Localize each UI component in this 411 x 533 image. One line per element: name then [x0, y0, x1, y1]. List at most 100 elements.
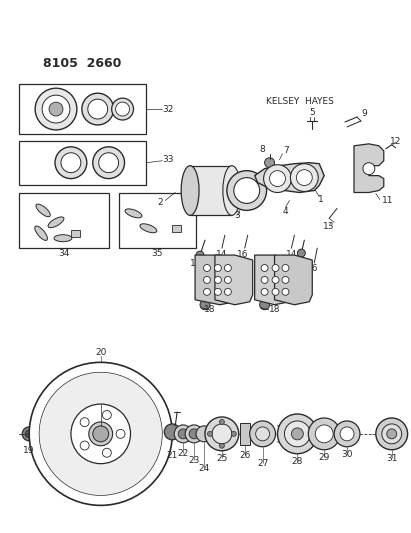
Text: 4: 4: [283, 207, 288, 216]
Circle shape: [89, 422, 113, 446]
Text: 25: 25: [216, 454, 228, 463]
Circle shape: [215, 288, 222, 295]
Circle shape: [25, 430, 33, 438]
Circle shape: [260, 300, 270, 310]
Circle shape: [99, 153, 119, 173]
Text: 14: 14: [216, 249, 228, 259]
Bar: [19, 84, 146, 134]
Text: 26: 26: [239, 451, 250, 460]
Text: 8105  2660: 8105 2660: [43, 57, 122, 70]
Polygon shape: [255, 163, 324, 192]
Ellipse shape: [223, 166, 241, 215]
Text: 15: 15: [292, 256, 303, 265]
Circle shape: [116, 430, 125, 438]
Circle shape: [215, 277, 222, 284]
Circle shape: [234, 177, 260, 204]
Text: 16: 16: [237, 249, 249, 259]
Circle shape: [205, 417, 239, 451]
Circle shape: [291, 164, 318, 191]
Bar: [240, 423, 250, 445]
Circle shape: [334, 421, 360, 447]
Circle shape: [298, 249, 305, 257]
Text: KELSEY  HAYES: KELSEY HAYES: [266, 96, 333, 106]
Ellipse shape: [125, 209, 142, 218]
Ellipse shape: [36, 204, 50, 217]
Text: 16: 16: [307, 264, 318, 273]
Text: 24: 24: [199, 464, 210, 473]
Circle shape: [224, 288, 231, 295]
Text: 15: 15: [190, 259, 202, 268]
Circle shape: [185, 425, 203, 443]
Circle shape: [291, 428, 303, 440]
Circle shape: [308, 418, 340, 450]
Text: 9: 9: [361, 109, 367, 118]
Bar: [19, 193, 109, 248]
Circle shape: [164, 424, 180, 440]
Circle shape: [387, 429, 397, 439]
Ellipse shape: [140, 224, 157, 233]
Circle shape: [261, 264, 268, 271]
Circle shape: [215, 264, 222, 271]
Polygon shape: [354, 144, 384, 192]
Circle shape: [71, 404, 131, 464]
Circle shape: [261, 277, 268, 284]
Circle shape: [203, 288, 210, 295]
Circle shape: [61, 153, 81, 173]
Text: 8: 8: [260, 146, 266, 154]
Text: 27: 27: [257, 459, 268, 468]
Circle shape: [219, 419, 224, 424]
Circle shape: [42, 95, 70, 123]
Circle shape: [296, 169, 312, 185]
Circle shape: [282, 277, 289, 284]
Circle shape: [265, 158, 275, 168]
Circle shape: [231, 431, 236, 437]
Text: 11: 11: [382, 196, 393, 205]
Circle shape: [189, 429, 199, 439]
Circle shape: [80, 418, 89, 426]
Circle shape: [102, 410, 111, 419]
Text: 28: 28: [292, 457, 303, 466]
Ellipse shape: [181, 166, 199, 215]
Text: 13: 13: [323, 222, 335, 231]
Text: 21: 21: [166, 451, 178, 460]
Circle shape: [224, 277, 231, 284]
Circle shape: [174, 425, 192, 443]
Text: 32: 32: [163, 104, 174, 114]
Circle shape: [22, 427, 36, 441]
Text: 19: 19: [23, 446, 35, 455]
Bar: [71, 230, 80, 237]
Bar: [172, 225, 181, 232]
Circle shape: [115, 102, 129, 116]
Circle shape: [284, 421, 310, 447]
Circle shape: [263, 165, 291, 192]
Circle shape: [261, 288, 268, 295]
Circle shape: [203, 264, 210, 271]
Circle shape: [196, 251, 204, 259]
Circle shape: [219, 443, 224, 448]
Circle shape: [55, 147, 87, 179]
Ellipse shape: [35, 226, 47, 240]
Circle shape: [200, 300, 210, 310]
Circle shape: [270, 171, 286, 187]
Polygon shape: [275, 255, 312, 305]
Circle shape: [250, 421, 275, 447]
Text: 29: 29: [319, 453, 330, 462]
Polygon shape: [255, 255, 292, 305]
Text: 18: 18: [204, 305, 216, 314]
Text: 34: 34: [58, 248, 69, 257]
Circle shape: [272, 288, 279, 295]
Text: 31: 31: [386, 454, 397, 463]
Text: 23: 23: [188, 456, 200, 465]
Circle shape: [272, 264, 279, 271]
Polygon shape: [215, 255, 253, 305]
Ellipse shape: [48, 217, 64, 228]
Circle shape: [224, 264, 231, 271]
Bar: [119, 193, 196, 248]
Circle shape: [112, 98, 134, 120]
Polygon shape: [195, 255, 238, 305]
Text: 30: 30: [341, 450, 353, 459]
Text: 35: 35: [152, 248, 163, 257]
Circle shape: [102, 448, 111, 457]
Circle shape: [196, 426, 212, 442]
Circle shape: [88, 99, 108, 119]
